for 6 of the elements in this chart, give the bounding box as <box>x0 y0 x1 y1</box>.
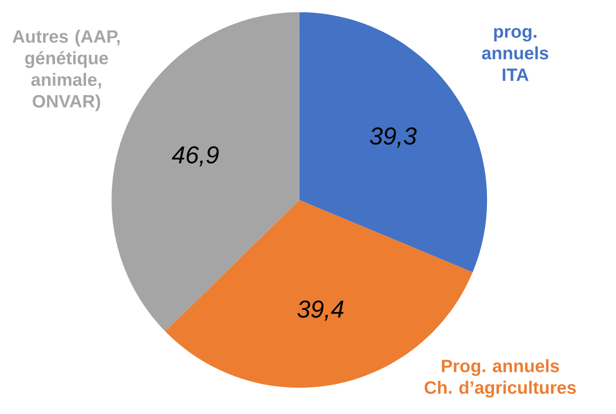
slice-label: Autres (AAP, génétique animale, ONVAR) <box>12 30 120 112</box>
data-label: 39,4 <box>297 300 344 321</box>
slice-label: prog. annuels ITA <box>482 28 548 81</box>
data-label: 46,9 <box>172 146 219 166</box>
data-label: 39,3 <box>370 127 417 148</box>
slice-label: Prog. annuels Ch. d’agricultures <box>424 359 576 398</box>
